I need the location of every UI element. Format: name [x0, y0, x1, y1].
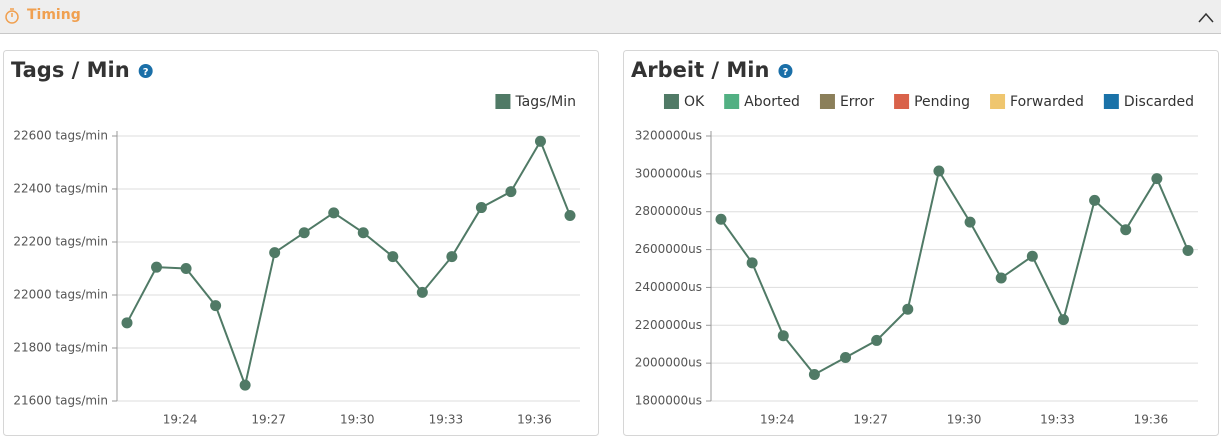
data-point: [1089, 194, 1101, 206]
x-tick-label: 19:24: [163, 413, 198, 427]
help-icon[interactable]: [778, 64, 793, 78]
legend-label: Pending: [914, 94, 970, 110]
legend-swatch: [819, 94, 835, 109]
data-point: [564, 210, 576, 221]
legend-swatch: [1103, 94, 1119, 109]
data-point: [210, 300, 222, 312]
data-point: [298, 227, 310, 239]
data-point: [269, 247, 281, 259]
panel: [623, 50, 1219, 436]
help-icon-text: ?: [783, 67, 789, 78]
data-point: [871, 334, 883, 346]
panel-title: Tags / Min: [11, 58, 130, 82]
x-tick-label: 19:33: [1040, 413, 1075, 427]
stopwatch-icon: [5, 8, 19, 24]
legend-label: Error: [840, 94, 874, 110]
data-point: [387, 251, 399, 263]
y-tick-label: 22600 tags/min: [13, 129, 108, 143]
x-tick-label: 19:30: [947, 413, 982, 427]
x-tick-label: 19:36: [1134, 413, 1169, 427]
panel: [3, 50, 599, 436]
y-tick-label: 22200 tags/min: [13, 235, 108, 249]
data-point: [808, 369, 820, 380]
x-tick-label: 19:24: [760, 413, 795, 427]
x-tick-label: 19:33: [429, 413, 464, 427]
data-point: [446, 251, 458, 263]
panel-title: Arbeit / Min: [631, 58, 769, 82]
data-point: [777, 330, 789, 342]
data-point: [1026, 250, 1038, 262]
legend-label: Tags/Min: [514, 94, 576, 110]
series-line: [126, 139, 571, 389]
data-point: [995, 272, 1007, 284]
collapse-button[interactable]: [1198, 12, 1214, 23]
y-tick-label: 21800 tags/min: [13, 341, 108, 355]
header-title: Timing: [27, 7, 81, 23]
data-point: [933, 165, 945, 177]
legend-swatch: [894, 94, 910, 109]
data-point: [1182, 245, 1194, 257]
data-point: [1057, 314, 1069, 326]
data-point: [902, 303, 914, 315]
y-tick-label: 2200000us: [635, 318, 702, 332]
data-point: [840, 351, 852, 363]
legend-label: Forwarded: [1010, 94, 1084, 110]
y-tick-label: 1800000us: [635, 394, 702, 408]
legend-swatch: [724, 94, 740, 109]
y-tick-label: 2400000us: [635, 280, 702, 294]
legend-label: OK: [684, 94, 705, 110]
series-line: [720, 168, 1189, 376]
y-tick-label: 21600 tags/min: [13, 394, 108, 408]
y-tick-label: 22000 tags/min: [13, 288, 108, 302]
data-point: [151, 261, 163, 273]
y-tick-label: 22400 tags/min: [13, 182, 108, 196]
y-tick-label: 3000000us: [635, 166, 702, 180]
legend-label: Discarded: [1124, 94, 1194, 110]
help-icon[interactable]: [138, 64, 153, 78]
data-point: [964, 216, 976, 228]
legend-swatch: [495, 94, 511, 109]
legend-label: Aborted: [744, 94, 800, 110]
x-tick-label: 19:30: [340, 413, 375, 427]
data-point: [416, 286, 428, 298]
help-icon-text: ?: [143, 67, 149, 78]
data-point: [534, 135, 546, 147]
data-point: [475, 202, 487, 214]
y-tick-label: 2600000us: [635, 242, 702, 256]
legend-swatch: [663, 94, 679, 109]
header-bar: [0, 0, 1221, 33]
data-point: [746, 257, 758, 269]
data-point: [1120, 224, 1132, 236]
data-point: [328, 207, 340, 219]
data-point: [239, 379, 251, 391]
y-tick-label: 3200000us: [635, 129, 702, 143]
y-tick-label: 2800000us: [635, 204, 702, 218]
x-tick-label: 19:27: [251, 413, 286, 427]
x-tick-label: 19:36: [517, 413, 552, 427]
data-point: [121, 317, 133, 329]
x-tick-label: 19:27: [853, 413, 888, 427]
data-point: [715, 213, 727, 225]
data-point: [357, 227, 369, 239]
data-point: [180, 263, 192, 274]
data-point: [505, 186, 517, 198]
data-point: [1151, 173, 1163, 185]
y-tick-label: 2000000us: [635, 356, 702, 370]
legend-swatch: [990, 94, 1006, 109]
